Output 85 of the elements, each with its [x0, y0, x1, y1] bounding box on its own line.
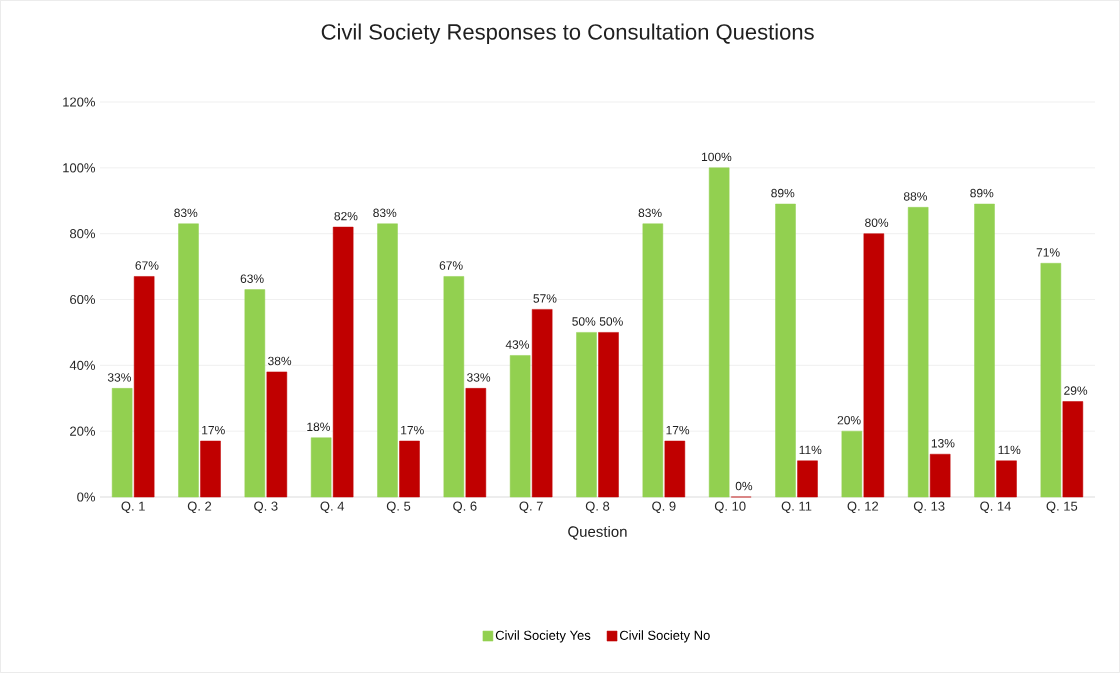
- bar: [708, 167, 730, 498]
- data-label: 83%: [373, 208, 397, 218]
- x-tick-label: Q. 1: [121, 501, 145, 514]
- bar: [377, 223, 398, 498]
- data-label: 83%: [174, 208, 198, 218]
- bar: [996, 460, 1017, 498]
- bar: [266, 371, 288, 498]
- x-tick-label: Q. 12: [847, 501, 879, 514]
- data-label: 29%: [1064, 386, 1088, 395]
- x-tick-label: Q. 7: [519, 501, 543, 514]
- data-label: 57%: [533, 294, 557, 303]
- data-label: 43%: [505, 340, 529, 349]
- bar: [642, 223, 664, 498]
- data-label: 83%: [638, 208, 662, 218]
- data-label: 82%: [334, 211, 358, 221]
- y-tick-label: 120%: [63, 97, 96, 107]
- bar: [133, 276, 155, 498]
- data-label: 89%: [771, 188, 795, 198]
- data-label: 33%: [107, 373, 131, 382]
- y-tick-label: 40%: [69, 360, 96, 370]
- x-tick-label: Q. 14: [980, 501, 1012, 514]
- bar: [863, 233, 885, 498]
- y-tick-label: 20%: [70, 426, 96, 436]
- legend-label: Civil Society Yes: [495, 630, 591, 643]
- data-label: 89%: [970, 188, 994, 198]
- chart-title: Civil Society Responses to Consultation Questions: [321, 23, 814, 45]
- data-label: 0%: [735, 481, 753, 491]
- bar: [598, 332, 619, 498]
- legend-label: Civil Society No: [619, 630, 710, 643]
- data-label: 17%: [202, 425, 225, 435]
- x-tick-label: Q. 15: [1046, 501, 1078, 514]
- data-label: 100%: [701, 152, 732, 162]
- bar: [929, 453, 951, 498]
- data-label: 88%: [903, 192, 927, 201]
- bar: [178, 223, 199, 498]
- bar: [200, 440, 221, 498]
- bar: [111, 388, 133, 498]
- x-tick-label: Q. 8: [585, 501, 610, 514]
- bar: [775, 203, 796, 498]
- data-label: 80%: [865, 218, 889, 227]
- x-tick-label: Q. 4: [320, 501, 345, 514]
- data-label: 38%: [268, 356, 292, 366]
- data-label: 67%: [439, 261, 463, 270]
- bar: [332, 226, 354, 498]
- bar: [443, 276, 465, 498]
- data-label: 11%: [799, 445, 822, 455]
- bar: [465, 388, 487, 498]
- data-label: 33%: [467, 373, 491, 382]
- bar: [509, 355, 531, 498]
- bar: [664, 440, 686, 498]
- bar: [974, 203, 995, 498]
- y-tick-label: 0%: [77, 492, 96, 502]
- data-label: 20%: [837, 415, 861, 425]
- y-tick-label: 80%: [70, 229, 96, 239]
- bar: [1062, 401, 1084, 498]
- data-label: 67%: [135, 261, 159, 270]
- x-tick-label: Q. 2: [187, 501, 212, 514]
- bar: [1040, 263, 1062, 498]
- x-tick-label: Q. 13: [913, 501, 945, 514]
- data-label: 50%: [599, 317, 623, 326]
- bar: [399, 440, 420, 498]
- bar: [841, 430, 863, 498]
- bar: [797, 460, 818, 498]
- bar: [244, 289, 266, 498]
- bar: [531, 309, 553, 498]
- y-tick-label: 100%: [63, 163, 96, 173]
- bar: [576, 332, 597, 498]
- y-tick-label: 60%: [70, 294, 96, 305]
- x-tick-label: Q. 3: [254, 501, 278, 514]
- data-label: 17%: [666, 425, 690, 435]
- data-label: 17%: [401, 425, 424, 435]
- data-label: 11%: [998, 445, 1021, 455]
- x-tick-label: Q. 11: [781, 501, 812, 514]
- data-label: 18%: [307, 422, 330, 432]
- data-label: 71%: [1036, 248, 1060, 257]
- x-tick-label: Q. 5: [386, 501, 411, 514]
- bar: [310, 437, 332, 498]
- data-label: 50%: [572, 317, 596, 326]
- x-axis-title: Question: [568, 525, 627, 540]
- x-tick-label: Q. 6: [453, 501, 477, 514]
- bar: [907, 207, 929, 498]
- x-tick-label: Q. 10: [714, 501, 746, 514]
- data-label: 63%: [240, 274, 264, 283]
- data-label: 13%: [931, 439, 955, 448]
- x-tick-label: Q. 9: [652, 501, 676, 514]
